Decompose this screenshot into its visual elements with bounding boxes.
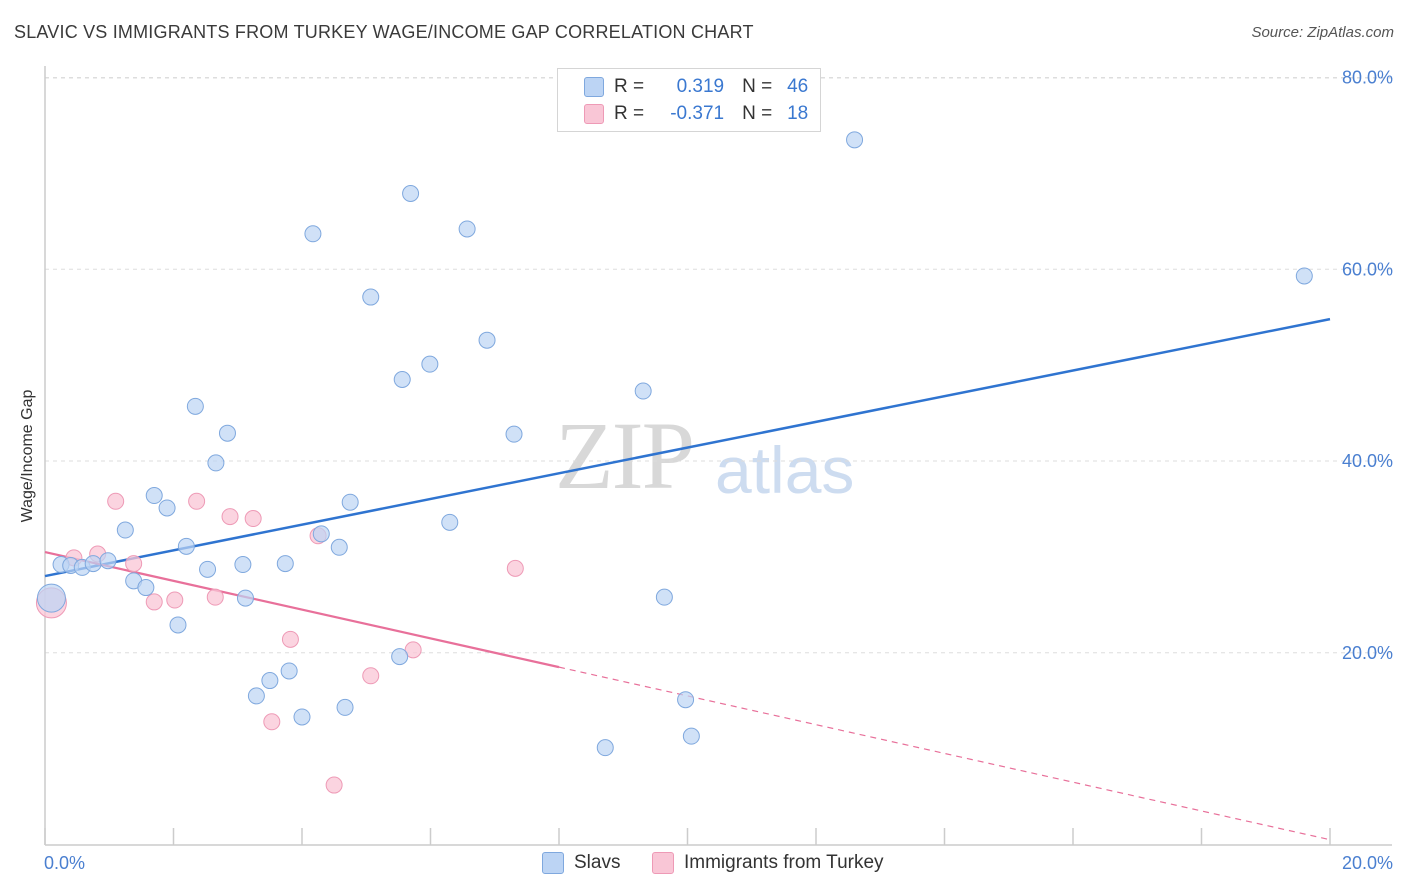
slavs-swatch [584, 77, 604, 97]
turkey-point [244, 510, 262, 528]
slavs-point [312, 525, 330, 543]
slavs-point [280, 662, 298, 680]
slavs-point [441, 513, 459, 531]
x-tick-label: 20.0% [1342, 853, 1393, 873]
slavs-point [1295, 267, 1313, 285]
trend-lines [44, 317, 1331, 841]
slavs-point [846, 131, 864, 149]
legend-row-slavs: R = 0.319 N = 46 [584, 76, 808, 98]
slavs-point [218, 424, 236, 442]
r-key: R = [614, 76, 645, 97]
slavs-point [236, 589, 254, 607]
turkey-point [281, 630, 299, 648]
r-value: -0.371 [670, 103, 725, 124]
slavs-point [393, 371, 411, 389]
turkey-trend-line [44, 551, 560, 669]
slavs-point [402, 185, 420, 203]
slavs-point [99, 552, 117, 570]
slavs-point [36, 583, 66, 613]
slavs-point [247, 687, 265, 705]
slavs-point [682, 727, 700, 745]
turkey-point [188, 492, 206, 510]
tick-labels: 20.0% 40.0% 60.0% 80.0% 0.0% 20.0% [44, 68, 1393, 874]
legend-label-turkey: Immigrants from Turkey [684, 852, 884, 873]
slavs-point [207, 454, 225, 472]
watermark-atlas: atlas [715, 433, 855, 507]
slavs-point [261, 672, 279, 690]
legend-item-turkey[interactable]: Immigrants from Turkey [652, 852, 884, 874]
series-legend: Slavs Immigrants from Turkey [0, 852, 1406, 878]
turkey-point [107, 492, 125, 510]
legend-item-slavs[interactable]: Slavs [542, 852, 620, 874]
turkey-point [263, 713, 281, 731]
slavs-point [505, 425, 523, 443]
turkey-point [325, 776, 343, 794]
r-key: R = [614, 103, 645, 124]
slavs-point [391, 648, 409, 666]
slavs-point [304, 225, 322, 243]
source-label: Source: ZipAtlas.com [1251, 24, 1394, 41]
slavs-point [677, 691, 695, 709]
y-tick-label: 80.0% [1342, 68, 1393, 88]
slavs-point [186, 397, 204, 415]
slavs-point [596, 739, 614, 757]
n-value: 46 [787, 76, 809, 97]
turkey-point [404, 641, 422, 659]
correlation-legend: R = 0.319 N = 46 R = -0.371 N = 18 [557, 68, 821, 132]
slavs-point [276, 555, 294, 573]
slavs-legend-swatch [542, 852, 564, 874]
slavs-point [655, 588, 673, 606]
turkey-trend-extension [558, 666, 1331, 841]
y-tick-label: 20.0% [1342, 643, 1393, 663]
slavs-point [634, 382, 652, 400]
slavs-point [145, 487, 163, 505]
r-value: 0.319 [676, 76, 725, 97]
slavs-point [199, 560, 217, 578]
slavs-point [158, 499, 176, 517]
turkey-point [166, 591, 184, 609]
slavs-point [421, 355, 439, 373]
legend-label-slavs: Slavs [574, 852, 621, 873]
y-tick-label: 60.0% [1342, 259, 1393, 279]
turkey-point [145, 593, 163, 611]
legend-row-turkey: R = -0.371 N = 18 [584, 103, 808, 125]
turkey-point [362, 667, 380, 685]
slavs-point [116, 521, 134, 539]
slavs-point [330, 538, 348, 556]
axes [44, 66, 1392, 846]
slavs-point [458, 220, 476, 238]
n-key: N = [742, 76, 773, 97]
x-tick-label: 0.0% [44, 853, 85, 873]
turkey-point [221, 508, 239, 526]
slavs-point [341, 493, 359, 511]
slavs-point [478, 331, 496, 349]
slavs-trend-line [44, 317, 1331, 578]
turkey-point [206, 588, 224, 606]
slavs-point [293, 708, 311, 726]
slavs-point [362, 288, 380, 306]
y-tick-label: 40.0% [1342, 451, 1393, 471]
watermark-zip: ZIP [555, 402, 695, 509]
slavs-point [169, 616, 187, 634]
turkey-swatch [584, 104, 604, 124]
chart-title: SLAVIC VS IMMIGRANTS FROM TURKEY WAGE/IN… [14, 22, 754, 42]
slavs-point [177, 537, 195, 555]
turkey-point [125, 555, 143, 573]
slavs-point [336, 698, 354, 716]
data-points [35, 131, 1313, 794]
turkey-point [506, 559, 524, 577]
n-key: N = [742, 103, 773, 124]
turkey-legend-swatch [652, 852, 674, 874]
slavs-point [234, 556, 252, 574]
slavs-point [84, 555, 102, 573]
slavs-point [137, 579, 155, 597]
n-value: 18 [787, 103, 809, 124]
